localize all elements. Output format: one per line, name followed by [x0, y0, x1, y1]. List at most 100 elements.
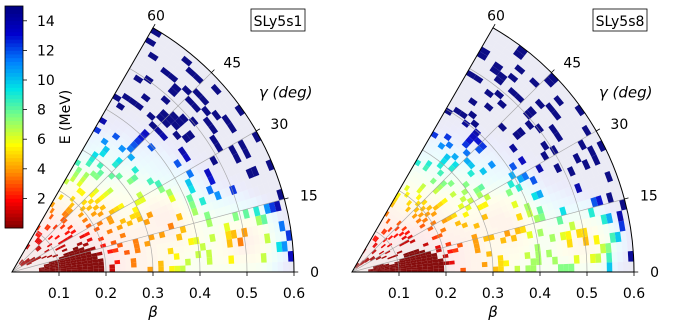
contour-cell	[495, 162, 505, 172]
contour-cell	[591, 154, 601, 166]
contour-cell	[492, 261, 499, 267]
contour-cell	[135, 162, 144, 171]
contour-cell	[480, 106, 490, 116]
contour-cell	[139, 46, 151, 57]
contour-cell	[150, 80, 161, 90]
contour-cell	[87, 268, 94, 272]
contour-cell	[101, 217, 108, 224]
contour-cell	[398, 242, 405, 247]
contour-cell	[168, 259, 175, 267]
contour-cell	[89, 170, 97, 178]
contour-cell	[405, 260, 411, 264]
contour-cell	[124, 114, 134, 124]
contour-cell	[400, 195, 407, 203]
contour-cell	[488, 120, 498, 131]
contour-cell	[78, 161, 86, 169]
contour-cell	[45, 232, 51, 238]
contour-cell	[500, 81, 512, 92]
contour-cell	[145, 245, 152, 252]
contour-cell	[67, 216, 74, 223]
contour-cell	[92, 259, 99, 263]
contour-cell	[129, 229, 137, 236]
contour-cell	[149, 65, 161, 76]
contour-cell	[604, 233, 611, 244]
contour-cell	[420, 252, 427, 257]
contour-cell	[482, 41, 494, 52]
contour-cell	[81, 257, 88, 262]
contour-cell	[169, 53, 182, 65]
contour-cell	[403, 178, 410, 185]
contour-cell	[443, 257, 450, 262]
contour-cell	[364, 250, 369, 256]
colorbar-band	[5, 183, 23, 188]
contour-cell	[188, 116, 199, 127]
contour-cell	[143, 74, 154, 85]
contour-cell	[450, 144, 459, 153]
contour-cell	[384, 250, 391, 255]
contour-cell	[516, 198, 524, 207]
contour-cell	[104, 120, 113, 129]
contour-cell	[533, 214, 541, 223]
beta-tick-label: 0.6	[283, 286, 305, 302]
contour-cell	[123, 74, 134, 84]
contour-cell	[521, 133, 531, 144]
contour-cell	[503, 266, 510, 272]
contour-cell	[538, 170, 548, 181]
contour-cell	[46, 254, 53, 259]
contour-cell	[383, 262, 390, 265]
contour-cell	[418, 161, 426, 169]
contour-cell	[75, 258, 82, 263]
contour-cell	[182, 238, 189, 247]
contour-cell	[70, 182, 77, 190]
contour-cell	[465, 258, 471, 264]
contour-cell	[415, 258, 422, 263]
contour-cell	[109, 268, 116, 272]
contour-cell	[437, 210, 444, 218]
contour-cell	[120, 236, 128, 243]
contour-cell	[87, 225, 94, 232]
contour-cell	[201, 203, 209, 213]
contour-cell	[166, 58, 178, 69]
contour-cell	[234, 104, 245, 117]
contour-cell	[190, 265, 197, 272]
contour-cell	[121, 222, 129, 229]
contour-cell	[375, 245, 380, 250]
contour-cell	[150, 221, 158, 229]
contour-cell	[93, 268, 99, 272]
contour-cell	[184, 251, 191, 260]
contour-cell	[503, 62, 515, 73]
contour-cell	[59, 216, 66, 223]
contour-cell	[58, 256, 65, 260]
beta-tick-label: 0.4	[529, 286, 551, 302]
contour-cell	[100, 137, 109, 146]
contour-cell	[200, 150, 210, 161]
contour-cell	[374, 253, 380, 258]
contour-cell	[143, 206, 152, 214]
colorbar-band	[5, 76, 23, 81]
contour-cell	[40, 254, 47, 258]
contour-cell	[24, 257, 29, 262]
contour-cell	[207, 72, 219, 84]
contour-cell	[17, 269, 23, 271]
contour-cell	[35, 256, 42, 261]
contour-cell	[460, 267, 466, 272]
contour-cell	[414, 253, 421, 258]
contour-cell	[185, 258, 191, 266]
contour-cell	[561, 196, 570, 207]
contour-cell	[77, 202, 84, 210]
contour-cell	[211, 200, 220, 210]
contour-cell	[185, 168, 195, 179]
contour-cell	[236, 161, 246, 173]
colorbar-band	[5, 35, 23, 40]
contour-cell	[80, 252, 87, 257]
contour-cell	[605, 242, 612, 253]
contour-cell	[197, 228, 204, 237]
contour-cell	[545, 218, 553, 228]
contour-cell	[454, 263, 461, 269]
contour-cell	[379, 269, 385, 271]
contour-cell	[472, 238, 479, 245]
contour-cell	[222, 125, 233, 137]
colorbar-band	[5, 61, 23, 66]
contour-cell	[101, 197, 108, 205]
contour-cell	[243, 245, 250, 255]
